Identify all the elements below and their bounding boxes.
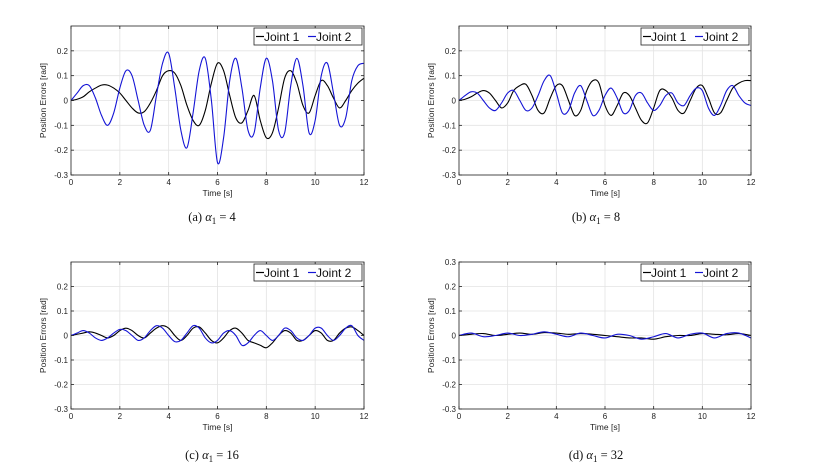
x-tick-label: 6 bbox=[215, 178, 220, 187]
y-tick-label: 0 bbox=[64, 332, 69, 341]
y-tick-label: -0.1 bbox=[442, 356, 456, 365]
y-tick-label: 0.1 bbox=[445, 72, 457, 81]
x-tick-label: 0 bbox=[69, 178, 74, 187]
chart-panel-2: 0 2 4 6 8 10 12 -0.3 -0.2 -0.1 0 0.1 0.2 Time [s] Posi… bbox=[426, 25, 756, 226]
x-tick-label: 4 bbox=[166, 412, 171, 421]
x-tick-label: 2 bbox=[505, 412, 510, 421]
x-tick-label: 10 bbox=[698, 412, 707, 421]
y-tick-label: -0.2 bbox=[54, 146, 68, 155]
y-tick-label: -0.1 bbox=[54, 121, 68, 130]
x-axis-label: Time [s] bbox=[590, 188, 620, 198]
x-tick-label: 12 bbox=[747, 412, 756, 421]
y-tick-label: 0.1 bbox=[445, 307, 457, 316]
x-tick-label: 10 bbox=[311, 178, 320, 187]
legend-label: Joint 1 bbox=[264, 30, 300, 44]
legend-label: Joint 2 bbox=[316, 266, 352, 280]
y-tick-label: -0.3 bbox=[54, 405, 68, 414]
x-tick-label: 12 bbox=[747, 178, 756, 187]
series-line-joint-2 bbox=[458, 74, 752, 117]
x-tick-label: 4 bbox=[166, 178, 171, 187]
x-axis-label: Time [s] bbox=[203, 422, 233, 432]
y-tick-label: 0.1 bbox=[57, 307, 69, 316]
legend-label: Joint 2 bbox=[316, 30, 352, 44]
chart-panel-1: 0 2 4 6 8 10 12 -0.3 -0.2 -0.1 0 0.1 0.2 Time [s] Posi… bbox=[38, 25, 369, 226]
x-tick-label: 4 bbox=[554, 412, 559, 421]
x-tick-label: 8 bbox=[651, 412, 656, 421]
y-tick-label: 0 bbox=[64, 97, 69, 106]
caption: (c) α1 = 16 bbox=[185, 448, 239, 464]
y-tick-label: 0.2 bbox=[57, 47, 69, 56]
legend-label: Joint 2 bbox=[703, 30, 739, 44]
y-tick-label: 0.2 bbox=[445, 283, 457, 292]
y-tick-label: 0.2 bbox=[445, 47, 457, 56]
x-tick-label: 2 bbox=[505, 178, 510, 187]
x-tick-label: 8 bbox=[264, 178, 269, 187]
y-tick-label: -0.3 bbox=[442, 405, 456, 414]
x-tick-label: 6 bbox=[215, 412, 220, 421]
series-line-joint-1 bbox=[70, 325, 365, 349]
y-axis-label: Position Errors [rad] bbox=[426, 63, 436, 138]
y-tick-label: 0.2 bbox=[57, 283, 69, 292]
x-tick-label: 4 bbox=[554, 178, 559, 187]
legend-label: Joint 1 bbox=[651, 266, 687, 280]
legend: Joint 1 Joint 2 bbox=[640, 263, 750, 282]
x-axis-label: Time [s] bbox=[203, 188, 233, 198]
y-tick-label: 0 bbox=[452, 332, 457, 341]
legend: Joint 1 Joint 2 bbox=[640, 27, 750, 46]
x-tick-label: 0 bbox=[457, 412, 462, 421]
series-line-joint-2 bbox=[70, 51, 365, 165]
y-axis-label: Position Errors [rad] bbox=[426, 298, 436, 373]
series-line-joint-2 bbox=[458, 331, 752, 340]
series-line-joint-1 bbox=[458, 79, 752, 125]
y-tick-label: -0.2 bbox=[442, 146, 456, 155]
caption: (a) α1 = 4 bbox=[188, 210, 236, 226]
series-line-joint-2 bbox=[70, 324, 365, 347]
y-tick-label: 0.3 bbox=[445, 258, 457, 267]
chart-panel-3: 0 2 4 6 8 10 12 -0.3 -0.2 -0.1 0 0.1 0.2 Time [s] Posi… bbox=[38, 261, 369, 464]
x-tick-label: 10 bbox=[698, 178, 707, 187]
x-axis-label: Time [s] bbox=[590, 422, 620, 432]
y-tick-label: -0.3 bbox=[54, 171, 68, 180]
legend-label: Joint 1 bbox=[651, 30, 687, 44]
x-tick-label: 10 bbox=[311, 412, 320, 421]
y-tick-label: -0.2 bbox=[442, 381, 456, 390]
caption: (d) α1 = 32 bbox=[569, 448, 624, 464]
series-line-joint-1 bbox=[70, 62, 365, 140]
x-tick-label: 0 bbox=[69, 412, 74, 421]
x-tick-label: 0 bbox=[457, 178, 462, 187]
y-tick-label: 0 bbox=[452, 97, 457, 106]
y-tick-label: -0.2 bbox=[54, 381, 68, 390]
chart-panel-4: 0 2 4 6 8 10 12 -0.3 -0.2 -0.1 0 0.1 0.2 0.3 Time [s] P… bbox=[426, 258, 756, 464]
y-tick-label: -0.1 bbox=[54, 356, 68, 365]
legend: Joint 1 Joint 2 bbox=[253, 27, 363, 46]
x-tick-label: 8 bbox=[264, 412, 269, 421]
caption: (b) α1 = 8 bbox=[572, 210, 620, 226]
y-tick-label: 0.1 bbox=[57, 72, 69, 81]
x-tick-label: 12 bbox=[360, 178, 369, 187]
x-tick-label: 8 bbox=[651, 178, 656, 187]
x-tick-label: 12 bbox=[360, 412, 369, 421]
legend-label: Joint 2 bbox=[703, 266, 739, 280]
y-axis-label: Position Errors [rad] bbox=[38, 298, 48, 373]
legend-label: Joint 1 bbox=[264, 266, 300, 280]
legend: Joint 1 Joint 2 bbox=[253, 263, 363, 282]
y-axis-label: Position Errors [rad] bbox=[38, 63, 48, 138]
x-tick-label: 6 bbox=[603, 178, 608, 187]
x-tick-label: 6 bbox=[603, 412, 608, 421]
y-tick-label: -0.1 bbox=[442, 121, 456, 130]
x-tick-label: 2 bbox=[118, 178, 123, 187]
y-tick-label: -0.3 bbox=[442, 171, 456, 180]
x-tick-label: 2 bbox=[118, 412, 123, 421]
